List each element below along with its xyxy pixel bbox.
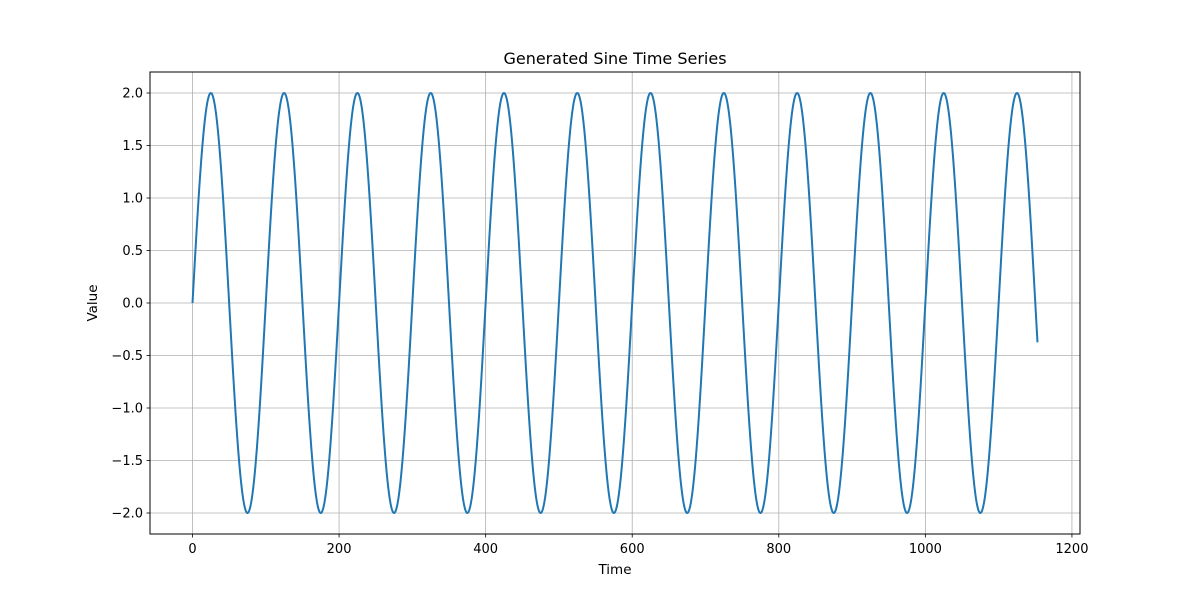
y-tick-label: 0.0 — [122, 297, 143, 312]
y-tick-label: 1.5 — [122, 139, 143, 154]
y-axis-label: Value — [85, 284, 101, 321]
x-tick-label: 400 — [473, 542, 498, 557]
series-layer — [191, 92, 1039, 514]
y-tick-label: −0.5 — [111, 349, 143, 364]
x-axis-ticks: 0 200 400 600 800 1000 1200 — [188, 534, 1088, 557]
x-tick-label: 600 — [620, 542, 645, 557]
y-axis-ticks: −2.0 −1.5 −1.0 −0.5 0.0 0.5 1.0 1.5 2.0 — [111, 87, 150, 522]
chart-title: Generated Sine Time Series — [503, 49, 726, 68]
series-line — [191, 92, 1039, 514]
y-tick-label: 2.0 — [122, 87, 143, 102]
x-tick-label: 800 — [766, 542, 791, 557]
x-tick-label: 1200 — [1055, 542, 1088, 557]
x-axis-label: Time — [597, 562, 631, 578]
x-tick-label: 0 — [188, 542, 196, 557]
y-tick-label: −2.0 — [111, 507, 143, 522]
y-tick-label: 0.5 — [122, 244, 143, 259]
y-tick-label: 1.0 — [122, 192, 143, 207]
grid — [150, 72, 1080, 534]
y-tick-label: −1.0 — [111, 402, 143, 417]
x-tick-label: 1000 — [909, 542, 942, 557]
x-tick-label: 200 — [327, 542, 352, 557]
y-tick-label: −1.5 — [111, 454, 143, 469]
